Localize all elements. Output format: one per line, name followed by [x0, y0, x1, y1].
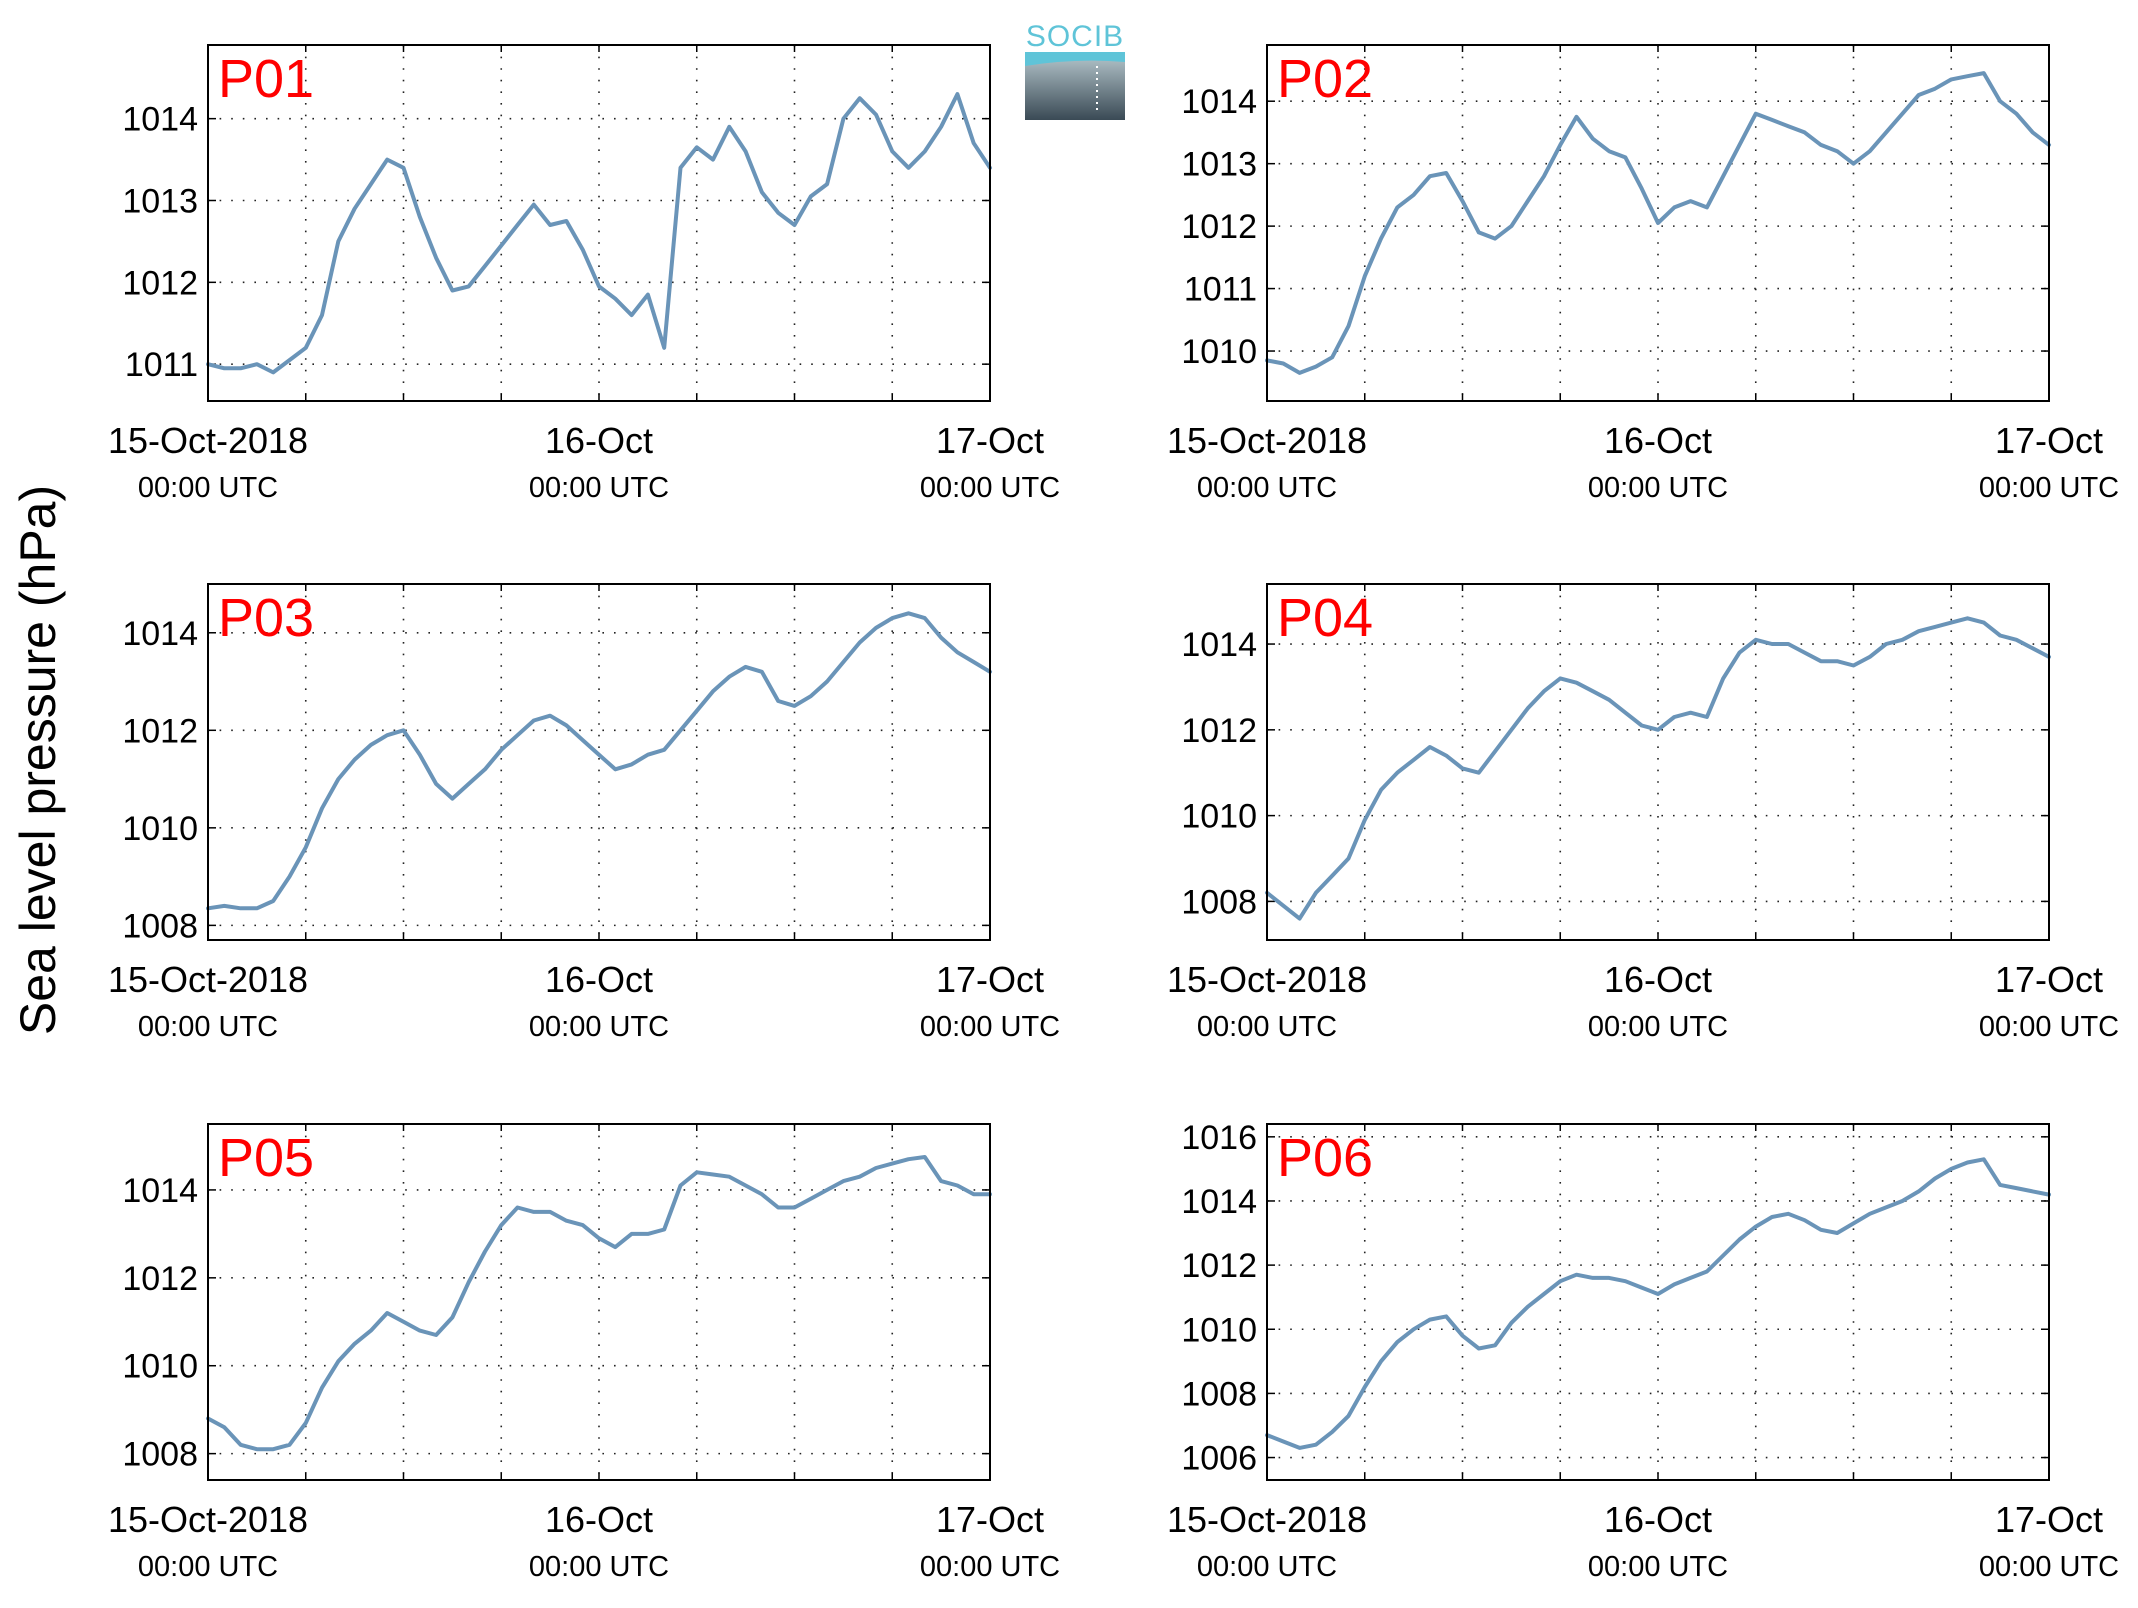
panel-p05: 1008 1010 1012 1014 P05 15-Oct-2018 00:00 UTC 1… [108, 1123, 1060, 1583]
series-line-p04 [1265, 616, 2051, 921]
x-tick-sublabel: 00:00 UTC [138, 1551, 278, 1583]
x-tick-sublabel: 00:00 UTC [1588, 472, 1728, 504]
x-tick-sublabel: 00:00 UTC [529, 472, 669, 504]
y-tick-label: 1008 [1181, 1375, 1257, 1413]
x-tick-label: 16-Oct [1604, 1499, 1712, 1540]
panel-label: P03 [218, 588, 314, 648]
x-tick-label: 16-Oct [1604, 420, 1712, 461]
y-tick-label: 1012 [122, 712, 198, 750]
y-tick-label: 1014 [1181, 1183, 1257, 1221]
panel-p02: 1010 1011 1012 1013 1014 P02 15-Oct-2018 00:00 … [1167, 44, 2119, 504]
y-tick-label: 1008 [1181, 883, 1257, 921]
x-tick-label: 15-Oct-2018 [108, 420, 308, 461]
y-tick-label: 1010 [122, 1348, 198, 1386]
y-tick-label: 1014 [122, 101, 198, 139]
x-tick-sublabel: 00:00 UTC [138, 1011, 278, 1043]
series-line-p01 [206, 92, 992, 375]
x-tick-sublabel: 00:00 UTC [138, 472, 278, 504]
x-tick-label: 17-Oct [1995, 959, 2103, 1000]
socib-logo: SOCIB [1025, 20, 1125, 120]
y-tick-label: 1008 [122, 907, 198, 945]
x-tick-sublabel: 00:00 UTC [1588, 1011, 1728, 1043]
panel-p03: 1008 1010 1012 1014 P03 15-Oct-2018 00:00 UTC 1… [108, 583, 1060, 1043]
panel-p01: 1011 1012 1013 1014 P01 15-Oct-2018 00:00 UTC 1… [108, 44, 1060, 504]
y-tick-label: 1008 [122, 1436, 198, 1474]
x-tick-label: 15-Oct-2018 [108, 1499, 308, 1540]
x-tick-sublabel: 00:00 UTC [1197, 1551, 1337, 1583]
panel-label: P01 [218, 49, 314, 109]
panel-label: P06 [1277, 1128, 1373, 1188]
x-tick-sublabel: 00:00 UTC [1979, 472, 2119, 504]
y-tick-label: 1014 [1181, 626, 1257, 664]
y-tick-label: 1014 [1181, 83, 1257, 121]
y-tick-label: 1013 [122, 182, 198, 220]
y-tick-label: 1011 [1184, 271, 1257, 309]
series-line-p06 [1265, 1157, 2051, 1450]
y-tick-label: 1014 [122, 1172, 198, 1210]
x-tick-label: 15-Oct-2018 [1167, 420, 1367, 461]
plot-frame [207, 1123, 991, 1481]
y-tick-label: 1010 [1181, 798, 1257, 836]
y-tick-label: 1011 [125, 346, 198, 384]
x-tick-sublabel: 00:00 UTC [920, 472, 1060, 504]
plot-frame [1266, 583, 2050, 941]
panel-p06: 1006 1008 1010 1012 1014 1016 P06 15-Oct-2018 00… [1167, 1119, 2119, 1583]
x-tick-label: 16-Oct [1604, 959, 1712, 1000]
plot-frame [1266, 1123, 2050, 1481]
x-tick-label: 15-Oct-2018 [1167, 1499, 1367, 1540]
series-line-p02 [1265, 71, 2051, 375]
y-tick-label: 1013 [1181, 146, 1257, 184]
x-tick-sublabel: 00:00 UTC [1197, 472, 1337, 504]
x-tick-sublabel: 00:00 UTC [529, 1011, 669, 1043]
plot-frame [207, 44, 991, 402]
series-line-p03 [206, 611, 992, 911]
y-tick-label: 1012 [122, 1260, 198, 1298]
y-tick-label: 1010 [1181, 1311, 1257, 1349]
x-tick-label: 15-Oct-2018 [108, 959, 308, 1000]
x-tick-label: 16-Oct [545, 959, 653, 1000]
x-tick-label: 16-Oct [545, 420, 653, 461]
panel-label: P02 [1277, 49, 1373, 109]
x-tick-label: 17-Oct [936, 1499, 1044, 1540]
x-tick-sublabel: 00:00 UTC [1979, 1011, 2119, 1043]
x-tick-label: 17-Oct [936, 420, 1044, 461]
x-tick-sublabel: 00:00 UTC [1979, 1551, 2119, 1583]
x-tick-label: 17-Oct [1995, 1499, 2103, 1540]
y-axis-label: Sea level pressure (hPa) [10, 485, 66, 1035]
y-tick-label: 1006 [1181, 1440, 1257, 1478]
y-tick-label: 1012 [1181, 1247, 1257, 1285]
y-tick-label: 1012 [1181, 208, 1257, 246]
y-tick-label: 1010 [122, 810, 198, 848]
socib-logo-text: SOCIB [1026, 20, 1124, 53]
panel-p04: 1008 1010 1012 1014 P04 15-Oct-2018 00:00 UTC 1… [1167, 583, 2119, 1043]
y-tick-label: 1012 [122, 264, 198, 302]
y-tick-label: 1010 [1181, 333, 1257, 371]
panel-label: P05 [218, 1128, 314, 1188]
y-tick-label: 1014 [122, 615, 198, 653]
x-tick-label: 17-Oct [1995, 420, 2103, 461]
plot-frame [207, 583, 991, 941]
y-tick-label: 1016 [1181, 1119, 1257, 1157]
x-tick-sublabel: 00:00 UTC [1588, 1551, 1728, 1583]
y-tick-label: 1012 [1181, 712, 1257, 750]
plot-frame [1266, 44, 2050, 402]
x-tick-sublabel: 00:00 UTC [920, 1551, 1060, 1583]
x-tick-label: 17-Oct [936, 959, 1044, 1000]
series-line-p05 [206, 1155, 992, 1452]
x-tick-sublabel: 00:00 UTC [1197, 1011, 1337, 1043]
x-tick-label: 15-Oct-2018 [1167, 959, 1367, 1000]
panel-label: P04 [1277, 588, 1373, 648]
x-tick-label: 16-Oct [545, 1499, 653, 1540]
x-tick-sublabel: 00:00 UTC [920, 1011, 1060, 1043]
x-tick-sublabel: 00:00 UTC [529, 1551, 669, 1583]
